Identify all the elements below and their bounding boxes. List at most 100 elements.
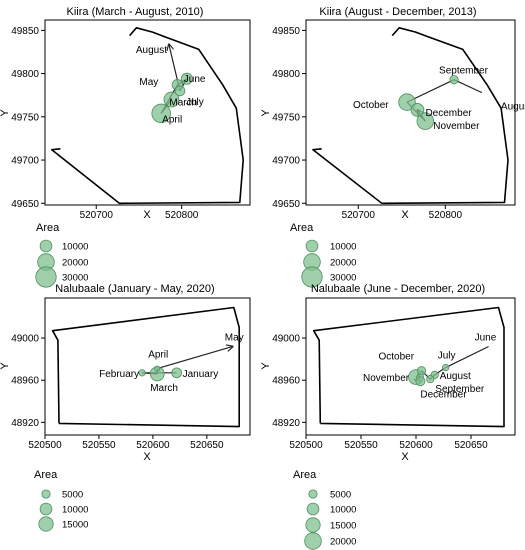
point-label: February xyxy=(99,369,139,380)
legend-entry-label: 5000 xyxy=(330,490,351,501)
data-point xyxy=(410,103,425,117)
y-tick-label: 49850 xyxy=(11,26,39,37)
legend-entry-label: 15000 xyxy=(330,521,356,532)
legend-entry-label: 10000 xyxy=(330,242,356,253)
y-tick-label: 49800 xyxy=(11,69,39,80)
legend-swatch xyxy=(39,239,53,253)
data-point xyxy=(398,93,416,111)
legend-swatch xyxy=(308,489,318,499)
point-label: October xyxy=(353,100,389,111)
point-label: April xyxy=(148,350,168,361)
legend-entry-label: 10000 xyxy=(62,505,88,516)
y-tick-label: 49700 xyxy=(272,156,300,167)
legend-swatch xyxy=(38,516,54,532)
path-segment xyxy=(453,79,483,94)
data-point xyxy=(151,103,171,124)
y-tick-label: 49850 xyxy=(272,26,300,37)
y-axis-label: Y xyxy=(0,362,11,370)
point-label: October xyxy=(379,352,415,363)
x-tick-label: 520700 xyxy=(342,210,376,221)
data-point xyxy=(171,367,182,379)
legend-swatch xyxy=(35,266,57,288)
x-tick-label: 520650 xyxy=(454,440,488,451)
panel-title: Kiira (August - December, 2013) xyxy=(319,6,476,18)
legend-entry-label: 20000 xyxy=(330,537,356,548)
y-axis-label: Y xyxy=(0,109,11,117)
legend-swatch xyxy=(306,502,320,516)
y-tick-label: 48920 xyxy=(272,418,300,429)
data-point xyxy=(138,369,146,377)
panel-title: Nalubaale (January - May, 2020) xyxy=(55,283,214,295)
y-tick-label: 49750 xyxy=(272,112,300,123)
panel-2: Kiira (August - December, 2013) 520700 520… xyxy=(260,6,525,288)
y-tick-label: 49800 xyxy=(272,69,300,80)
point-label: November xyxy=(363,373,410,384)
x-tick-label: 520550 xyxy=(344,440,378,451)
y-tick-label: 49700 xyxy=(11,156,39,167)
data-point xyxy=(416,112,435,130)
legend-swatch xyxy=(304,532,322,550)
legend-entry-label: 10000 xyxy=(330,505,356,516)
data-point xyxy=(416,366,427,376)
legend-entry-label: 20000 xyxy=(330,258,356,269)
point-label: September xyxy=(435,384,485,395)
data-point xyxy=(180,72,193,85)
legend: Area 5000 10000 15000 xyxy=(34,469,88,532)
legend-title: Area xyxy=(34,469,58,481)
plot-frame xyxy=(305,297,516,436)
point-label: April xyxy=(162,114,182,125)
point-label: December xyxy=(420,389,467,400)
y-tick-label: 49000 xyxy=(11,334,39,345)
boundary-outline xyxy=(312,26,509,205)
legend-swatch xyxy=(39,502,53,516)
x-tick-label: 520650 xyxy=(190,440,224,451)
legend-title: Area xyxy=(36,222,60,234)
legend-title: Area xyxy=(290,222,314,234)
y-tick-label: 49000 xyxy=(272,334,300,345)
panel-4: Nalubaale (June - December, 2020) 520500 5… xyxy=(260,283,516,550)
point-label: January xyxy=(183,369,219,380)
legend: Area 10000 20000 30000 xyxy=(290,222,356,288)
plot-frame xyxy=(44,19,251,206)
panel-1: Kiira (March - August, 2010) 520700 520800… xyxy=(0,6,251,288)
y-axis-label: Y xyxy=(260,362,272,370)
legend-entry-label: 30000 xyxy=(330,273,356,284)
legend-entry-label: 20000 xyxy=(62,258,88,269)
legend: Area 5000 10000 15000 20000 xyxy=(293,469,356,550)
plot-frame xyxy=(305,19,516,206)
x-axis-label: X xyxy=(143,451,151,463)
path-segment xyxy=(157,346,233,370)
y-tick-label: 49650 xyxy=(11,199,39,210)
point-label: May xyxy=(225,332,244,343)
legend-title: Area xyxy=(293,469,317,481)
point-label: September xyxy=(439,66,489,77)
point-label: December xyxy=(425,108,472,119)
point-label: March xyxy=(169,98,197,109)
boundary-outline xyxy=(51,306,240,428)
data-point xyxy=(174,85,186,97)
data-point xyxy=(154,365,161,372)
panel-title: Kiira (March - August, 2010) xyxy=(67,6,204,18)
legend-swatch xyxy=(301,266,323,288)
point-label: June xyxy=(475,332,497,343)
x-tick-label: 520600 xyxy=(136,440,170,451)
point-label: July xyxy=(186,97,204,108)
point-label: May xyxy=(139,77,158,88)
point-label: August xyxy=(136,45,167,56)
x-tick-label: 520700 xyxy=(80,210,114,221)
boundary-outline xyxy=(50,26,244,205)
boundary-outline xyxy=(312,306,505,428)
point-label: June xyxy=(184,74,206,85)
legend-entry-label: 15000 xyxy=(62,520,88,531)
x-tick-label: 520800 xyxy=(165,210,199,221)
x-axis-label: X xyxy=(401,451,409,463)
path-segment xyxy=(445,345,489,369)
legend-entry-label: 10000 xyxy=(62,242,88,253)
data-point xyxy=(415,376,426,387)
legend-entry-label: 30000 xyxy=(62,273,88,284)
point-label: August xyxy=(440,371,471,382)
panel-title: Nalubaale (June - December, 2020) xyxy=(311,283,485,295)
panel-3: Nalubaale (January - May, 2020) 520500 520… xyxy=(0,283,251,532)
x-tick-label: 520500 xyxy=(289,440,323,451)
